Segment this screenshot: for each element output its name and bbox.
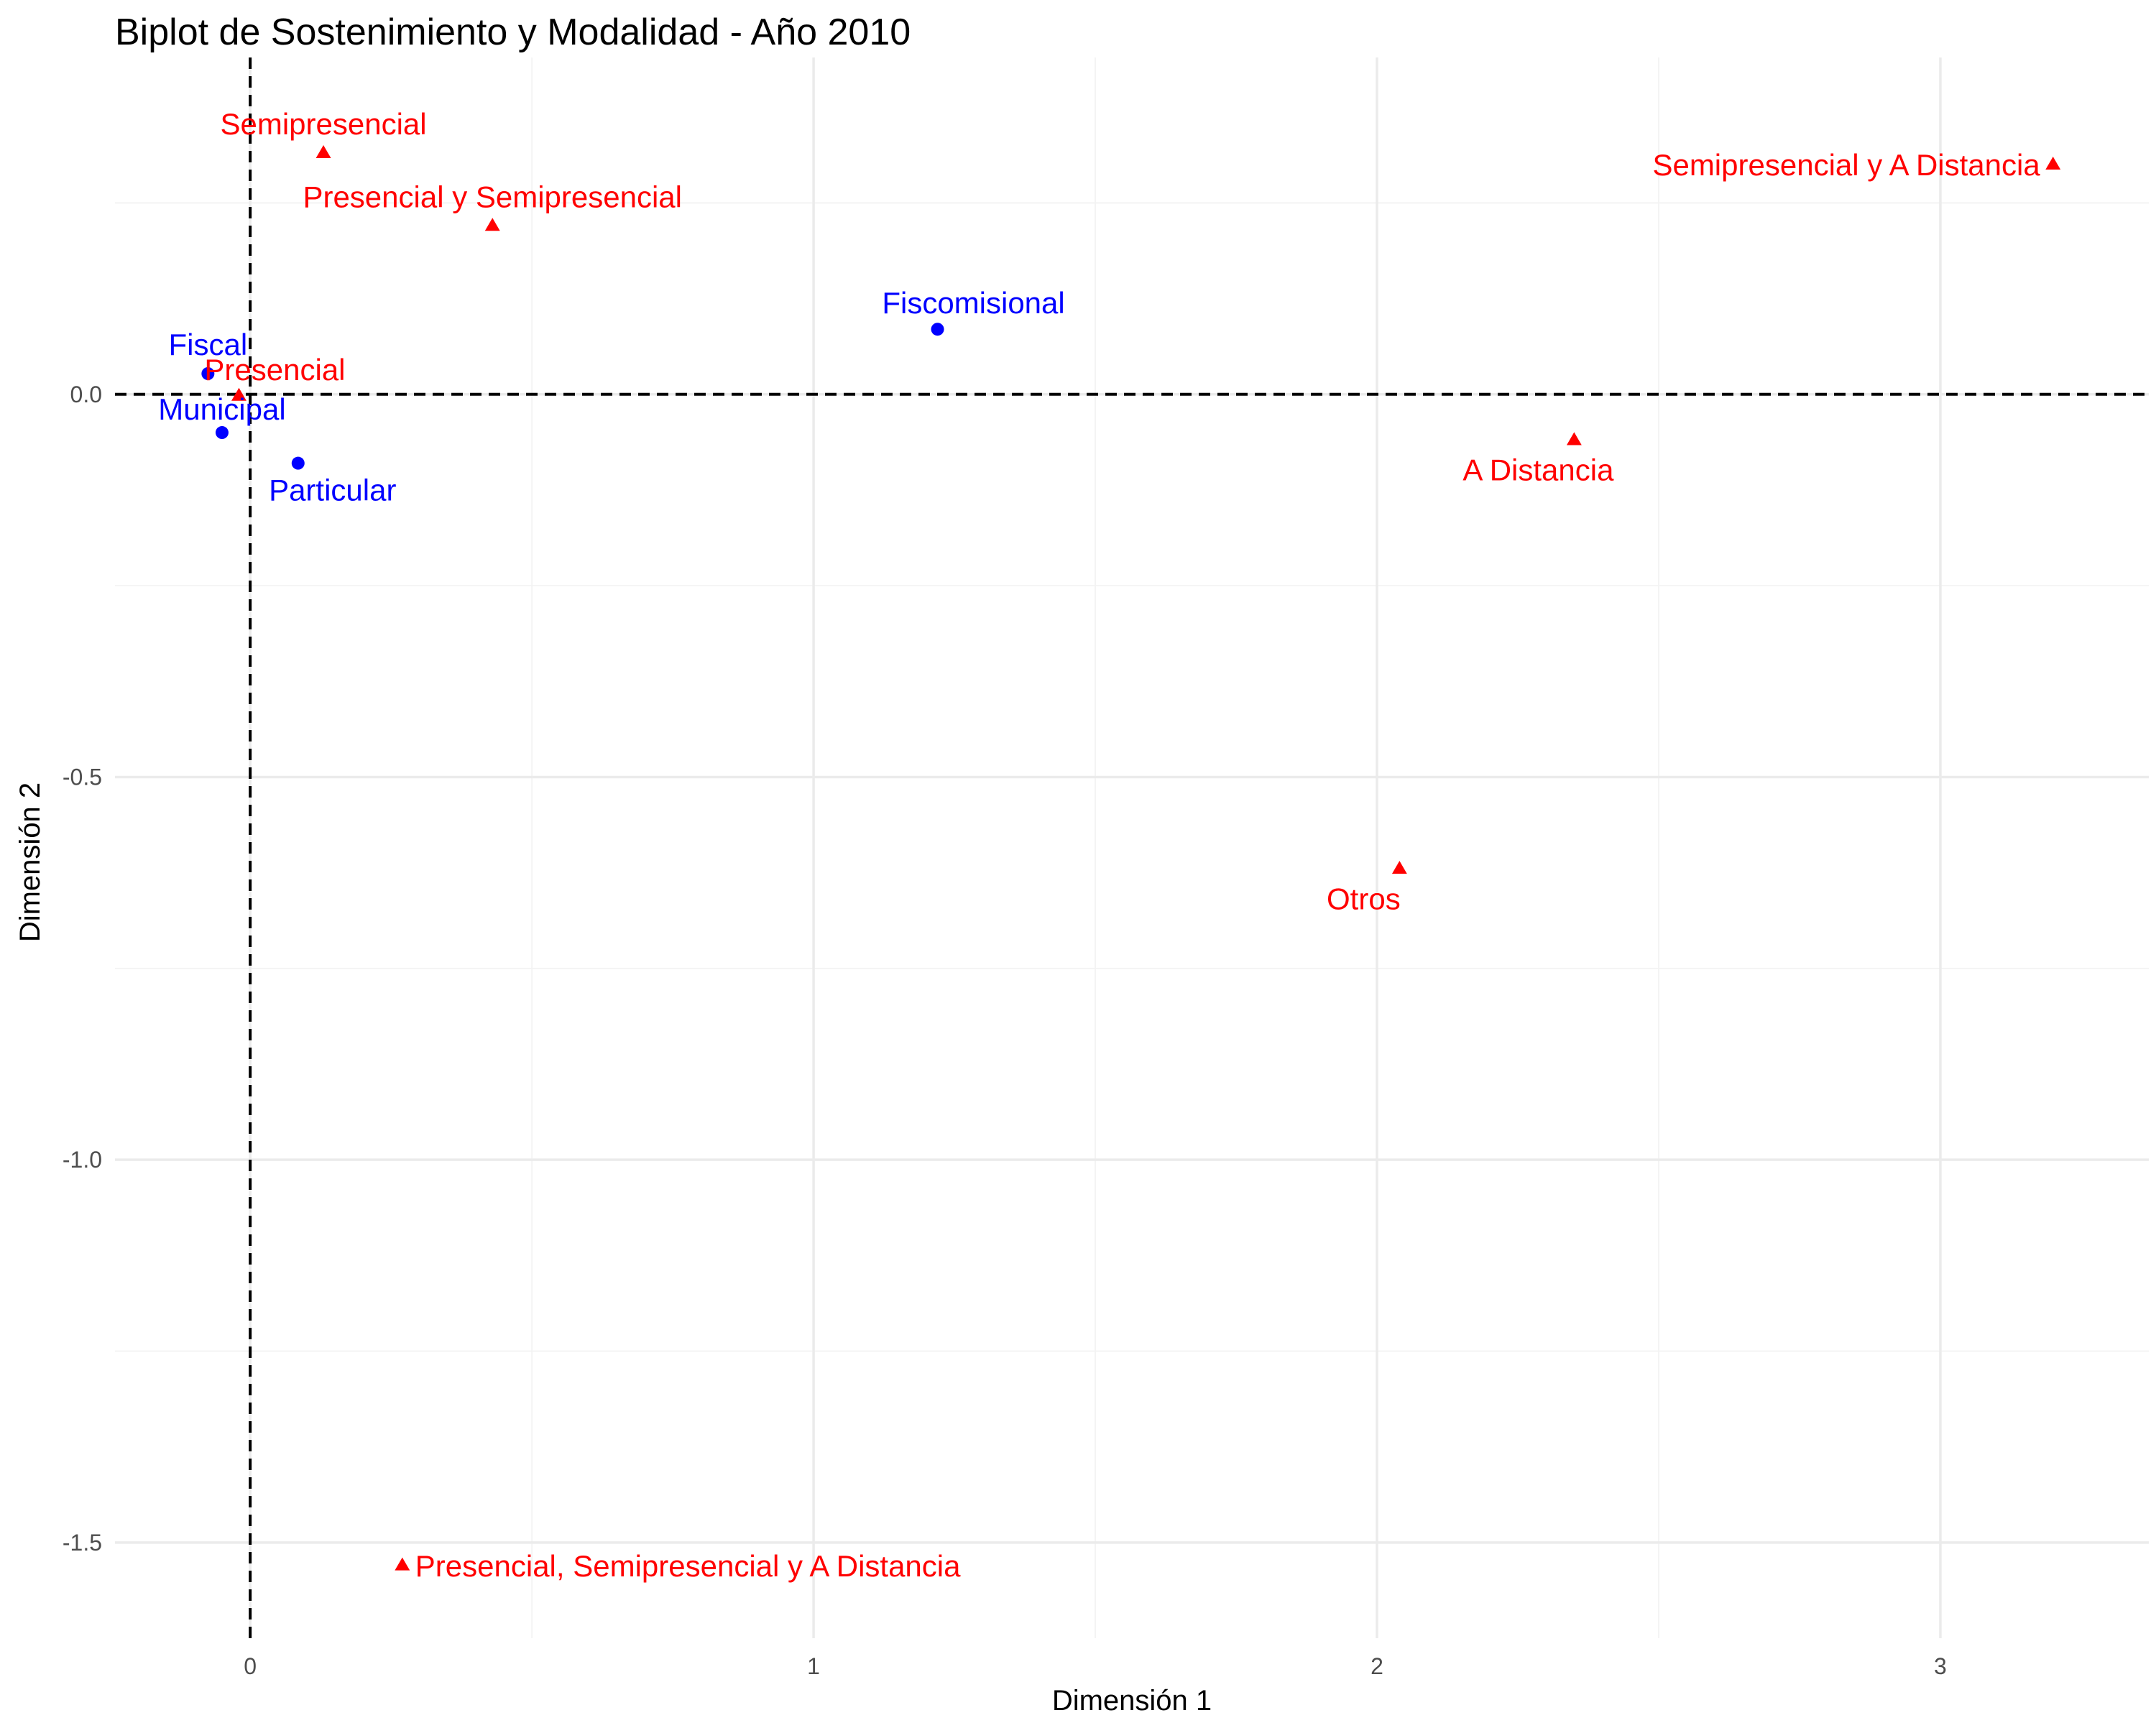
x-tick-label: 1 <box>807 1653 820 1679</box>
x-tick-label: 0 <box>244 1653 257 1679</box>
point-marker-modalidad <box>315 145 331 159</box>
tick-labels: 0 1 2 3 0.0 -0.5 -1.0 -1.5 <box>63 382 1947 1679</box>
x-axis-title: Dimensión 1 <box>1052 1685 1212 1717</box>
point-label-modalidad: Presencial y Semipresencial <box>303 180 682 213</box>
y-tick-label: 0.0 <box>70 382 102 407</box>
y-tick-label: -1.0 <box>63 1147 102 1173</box>
reference-lines <box>115 57 2149 1638</box>
point-marker-modalidad <box>395 1557 410 1571</box>
x-tick-label: 2 <box>1370 1653 1383 1679</box>
point-marker-modalidad <box>1566 432 1582 445</box>
y-tick-label: -1.5 <box>63 1530 102 1556</box>
point-label-modalidad: Presencial <box>204 353 345 387</box>
y-tick-label: -0.5 <box>63 764 102 790</box>
point-label-modalidad: Semipresencial y A Distancia <box>1652 148 2040 182</box>
grid-layer <box>115 57 2149 1638</box>
point-marker-modalidad <box>484 218 500 231</box>
point-marker-modalidad <box>1391 861 1407 874</box>
point-label-modalidad: Semipresencial <box>220 107 426 141</box>
point-marker-modalidad <box>2045 156 2061 170</box>
point-label-modalidad: Presencial, Semipresencial y A Distancia <box>415 1549 961 1583</box>
point-label-sostenimiento: Particular <box>269 473 396 507</box>
point-marker-sostenimiento <box>931 323 944 336</box>
point-label-sostenimiento: Municipal <box>158 392 285 426</box>
point-marker-sostenimiento <box>215 426 229 440</box>
point-label-modalidad: Otros <box>1327 882 1401 915</box>
point-marker-sostenimiento <box>291 456 305 470</box>
point-labels: Fiscal Municipal Particular Fiscomisional Pr… <box>158 107 2040 1583</box>
y-axis-title: Dimensión 2 <box>14 782 46 942</box>
point-marker-modalidad <box>231 387 247 401</box>
point-label-sostenimiento: Fiscomisional <box>882 286 1064 320</box>
point-marker-sostenimiento <box>201 367 215 380</box>
x-tick-label: 3 <box>1934 1653 1947 1679</box>
point-label-sostenimiento: Fiscal <box>169 328 248 361</box>
chart-title: Biplot de Sostenimiento y Modalidad - Añ… <box>115 11 911 53</box>
point-label-modalidad: A Distancia <box>1462 453 1614 487</box>
data-points <box>201 145 2061 1571</box>
